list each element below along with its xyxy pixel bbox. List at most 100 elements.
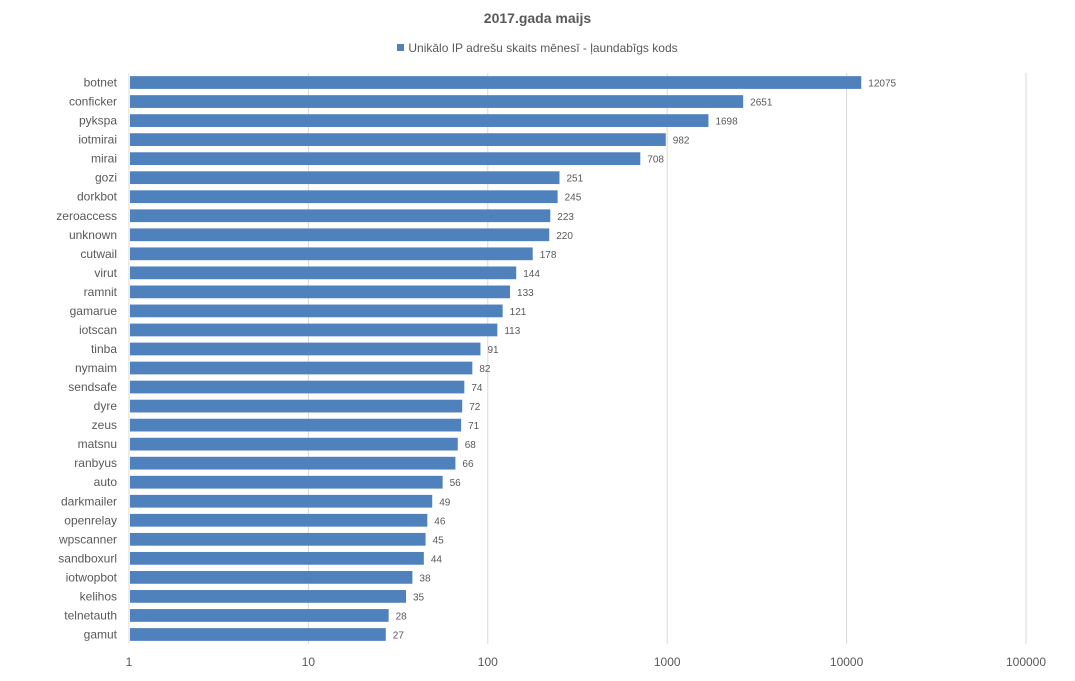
category-label: darkmailer [61, 494, 117, 508]
category-label: conficker [69, 95, 117, 109]
category-label: matsnu [78, 437, 117, 451]
x-tick-label: 100 [478, 655, 498, 669]
legend-label: Unikālo IP adrešu skaits mēnesī - ļaunda… [408, 41, 678, 55]
category-label: ranbyus [74, 456, 117, 470]
category-label: tinba [91, 342, 117, 356]
data-label: 113 [504, 326, 520, 337]
data-label: 27 [393, 630, 405, 641]
bar [130, 342, 481, 356]
category-label: gozi [95, 171, 117, 185]
data-label: 49 [439, 497, 451, 508]
bar [130, 532, 426, 546]
category-label: virut [94, 266, 117, 280]
bar [130, 494, 433, 508]
data-label: 121 [510, 307, 527, 318]
bar [130, 133, 666, 146]
category-label: kelihos [80, 589, 117, 603]
data-label: 72 [469, 402, 481, 413]
bar [130, 456, 456, 470]
data-label: 45 [433, 535, 445, 546]
bar [130, 285, 511, 299]
data-label: 251 [567, 174, 584, 185]
bar [130, 437, 458, 451]
bar [130, 571, 413, 584]
bar [130, 171, 560, 185]
data-label: 708 [647, 155, 664, 166]
data-label: 82 [479, 364, 491, 375]
bar [130, 152, 641, 166]
data-label: 71 [468, 421, 480, 432]
bar [130, 361, 473, 375]
data-label: 220 [556, 231, 573, 242]
x-tick-label: 100000 [1006, 655, 1046, 669]
bar [130, 190, 558, 204]
x-tick-label: 1 [126, 655, 133, 669]
bar [130, 551, 424, 565]
data-label: 245 [565, 193, 582, 204]
bar [130, 513, 428, 527]
data-label: 223 [557, 212, 574, 223]
data-label: 2651 [750, 98, 773, 109]
category-label: mirai [91, 152, 117, 166]
data-label: 133 [517, 288, 534, 299]
bar [130, 399, 463, 413]
category-label: wpscanner [58, 532, 117, 546]
bar [130, 266, 517, 280]
category-label: gamarue [70, 304, 118, 318]
bar [130, 418, 462, 432]
category-label: iotmirai [78, 133, 117, 147]
category-label: zeus [92, 418, 117, 432]
data-label: 28 [396, 611, 408, 622]
category-label: gamut [84, 627, 118, 641]
bar [130, 114, 709, 127]
bar [130, 323, 498, 337]
bar [130, 590, 407, 603]
bar [130, 228, 550, 242]
category-label: dorkbot [77, 190, 118, 204]
chart-title: 2017.gada maijs [483, 10, 592, 26]
bar [130, 628, 386, 641]
category-label: iotscan [79, 323, 117, 337]
category-label: sendsafe [68, 380, 117, 394]
x-tick-label: 10000 [830, 655, 864, 669]
category-label: openrelay [64, 513, 117, 527]
bar [130, 609, 389, 622]
data-label: 982 [673, 136, 690, 147]
bar [130, 380, 465, 394]
bar [130, 247, 533, 261]
data-label: 74 [471, 383, 483, 394]
data-label: 56 [450, 478, 462, 489]
category-label: botnet [84, 76, 118, 90]
category-label: pykspa [79, 114, 117, 128]
data-label: 66 [462, 459, 474, 470]
legend-swatch [397, 44, 405, 51]
bar [130, 475, 443, 489]
data-label: 144 [523, 269, 540, 280]
category-label: telnetauth [64, 608, 117, 622]
category-label: unknown [69, 228, 117, 242]
data-label: 35 [413, 592, 425, 603]
category-label: cutwail [80, 247, 117, 261]
legend: Unikālo IP adrešu skaits mēnesī - ļaunda… [0, 41, 1075, 55]
bar [130, 304, 503, 318]
data-label: 1698 [715, 117, 738, 128]
category-label: sandboxurl [58, 551, 117, 565]
x-tick-label: 10 [302, 655, 316, 669]
category-label: zeroaccess [56, 209, 117, 223]
data-label: 91 [487, 345, 499, 356]
category-label: nymaim [75, 361, 117, 375]
data-label: 46 [434, 516, 446, 527]
category-label: iotwopbot [66, 570, 118, 584]
bar [130, 209, 551, 223]
bar [130, 76, 862, 89]
category-label: auto [94, 475, 118, 489]
category-label: dyre [94, 399, 118, 413]
data-label: 44 [431, 554, 443, 565]
category-label: ramnit [84, 285, 118, 299]
x-tick-label: 1000 [654, 655, 681, 669]
data-label: 12075 [868, 79, 896, 90]
data-label: 68 [465, 440, 477, 451]
data-label: 178 [540, 250, 557, 261]
